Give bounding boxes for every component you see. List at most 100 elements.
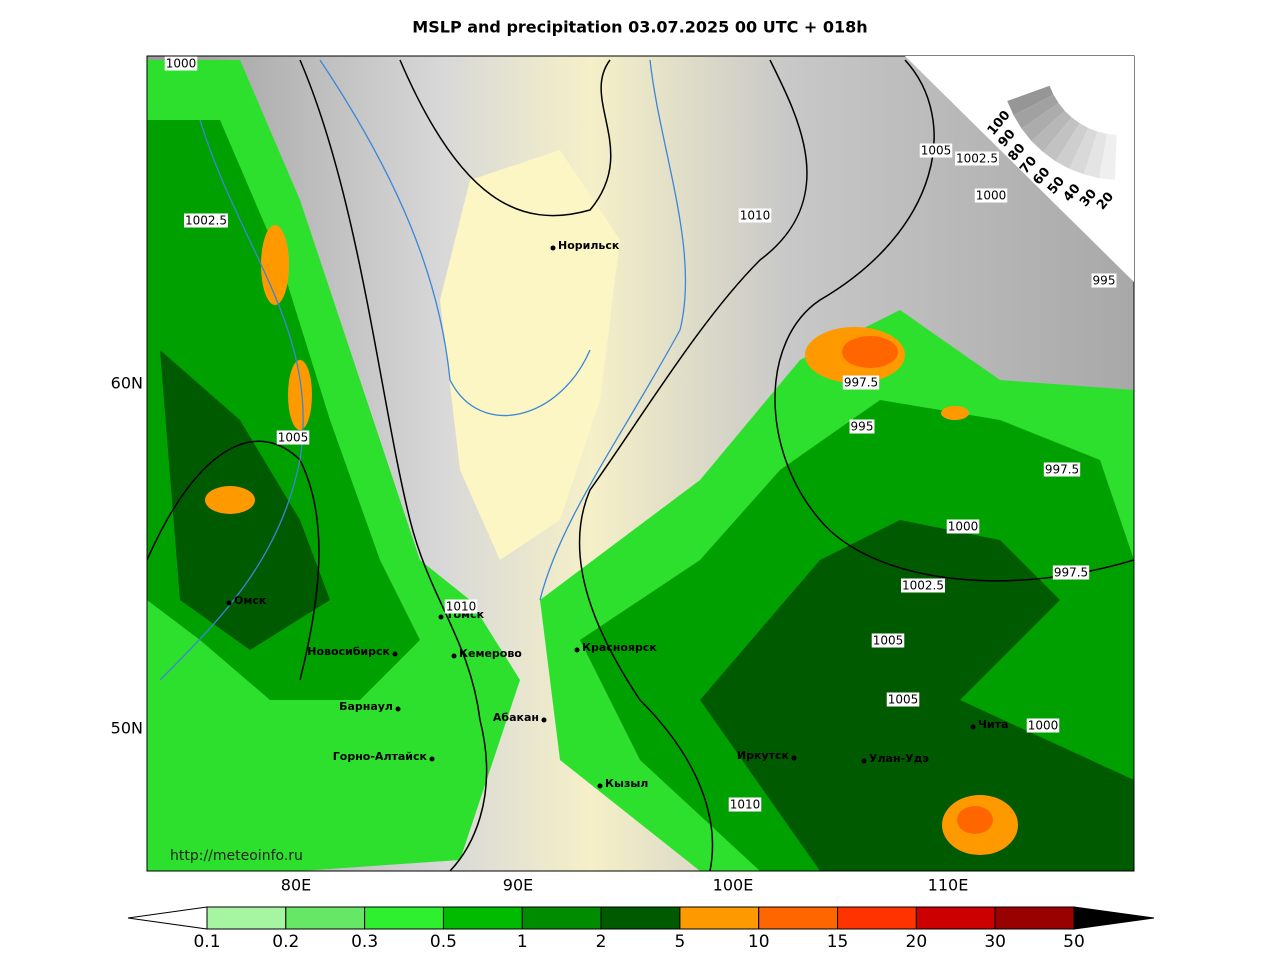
map-field	[147, 56, 1134, 871]
isobar-label: 1005	[278, 431, 309, 445]
isobar-label: 997.5	[1054, 566, 1088, 580]
city-dot	[429, 756, 435, 762]
colorbar-box	[994, 906, 1075, 930]
isobar-label-bg	[164, 56, 198, 71]
colorbar-box	[679, 906, 760, 930]
city-label: Кызыл	[605, 777, 648, 790]
city-label: Омск	[234, 594, 267, 607]
colorbar-label: 1	[517, 932, 528, 952]
isobar-label-bg	[738, 208, 772, 223]
city-label: Горно-Алтайск	[333, 750, 428, 763]
isobar-label-bg	[849, 419, 875, 434]
lon-label: 80E	[281, 876, 311, 895]
isobar-label-bg	[1091, 273, 1117, 288]
cloud-segment	[1055, 123, 1089, 169]
colorbar-label: 50	[1063, 932, 1085, 952]
colorbar-label: 5	[674, 932, 685, 952]
colorbar-label: 15	[827, 932, 849, 952]
city-dot	[791, 755, 797, 761]
cloud-segment	[1069, 128, 1098, 175]
isobar-label: 1000	[166, 57, 197, 71]
colorbar-box	[206, 906, 287, 930]
colorbar-box	[837, 906, 917, 930]
isobar-label: 997.5	[844, 376, 878, 390]
colorbar-high	[1073, 906, 1155, 930]
colorbar-label: 0.2	[272, 932, 299, 952]
city-label: Чита	[978, 718, 1008, 731]
city-label: Улан-Удэ	[869, 752, 929, 765]
city-dot	[574, 647, 580, 653]
city-dot	[392, 651, 398, 657]
city-label: Норильск	[558, 239, 620, 252]
isobar-label: 1002.5	[185, 214, 227, 228]
isobar-label-bg	[842, 375, 880, 390]
city-dot	[861, 758, 867, 764]
lat-label: 50N	[111, 719, 143, 738]
isobar-label: 1000	[1028, 719, 1059, 733]
isobar-label-bg	[919, 143, 953, 158]
isobar-label-bg	[444, 599, 478, 614]
city-label: Барнаул	[339, 700, 393, 713]
cloud-legend-bg	[905, 56, 1134, 282]
isobar-label: 1000	[948, 520, 979, 534]
isobar-label: 995	[851, 420, 874, 434]
isobar-label-bg	[1043, 462, 1081, 477]
lon-label: 110E	[928, 876, 969, 895]
credit: http://meteoinfo.ru	[170, 848, 303, 864]
cloud-segment	[1042, 117, 1080, 162]
city-dot	[550, 245, 556, 251]
isobar-label-bg	[901, 578, 945, 593]
isobar-label: 997.5	[1045, 463, 1079, 477]
isobar-label-bg	[1026, 718, 1060, 733]
colorbar-label: 20	[906, 932, 928, 952]
colorbar-box	[915, 906, 996, 930]
isobar-label-bg	[728, 797, 762, 812]
lat-label: 60N	[111, 374, 143, 393]
city-dot	[395, 706, 401, 712]
isobar-label-bg	[871, 633, 905, 648]
isobar-label-bg	[955, 151, 999, 166]
isobar-label: 1010	[740, 209, 771, 223]
colorbar-box	[364, 906, 444, 930]
isobar-label: 1005	[921, 144, 952, 158]
colorbar-box	[758, 906, 839, 930]
colorbar-label: 2	[596, 932, 607, 952]
map-title: MSLP and precipitation 03.07.2025 00 UTC…	[412, 18, 867, 37]
city-dot	[438, 614, 444, 620]
city-label: Красноярск	[582, 641, 657, 654]
isobar-label-bg	[276, 430, 310, 445]
cloud-segment	[1031, 110, 1072, 152]
cloud-segment	[1099, 133, 1117, 180]
isobar-label: 1010	[446, 600, 477, 614]
city-dot	[970, 724, 976, 730]
isobar-label-bg	[886, 692, 920, 707]
map-frame	[146, 55, 1135, 872]
colorbar-label: 30	[984, 932, 1006, 952]
cloud-segment	[1083, 131, 1107, 179]
isobar-label: 1002.5	[956, 152, 998, 166]
colorbar-label: 10	[748, 932, 770, 952]
cloud-segment	[1007, 85, 1054, 116]
city-dot	[541, 717, 547, 723]
lon-label: 90E	[503, 876, 533, 895]
city-label: Абакан	[493, 711, 539, 724]
colorbar-box	[285, 906, 366, 930]
cloud-segment	[1021, 103, 1065, 142]
isobar-label: 1010	[730, 798, 761, 812]
isobar-label: 995	[1093, 274, 1116, 288]
isobar-label: 1005	[873, 634, 904, 648]
isobar-label-bg	[974, 188, 1008, 203]
city-label: Иркутск	[737, 749, 790, 762]
isobar-label-bg	[184, 213, 228, 228]
colorbar-box	[600, 906, 681, 930]
isobar-label: 1002.5	[902, 579, 944, 593]
cloud-segment	[1013, 94, 1059, 129]
colorbar-low	[127, 906, 208, 930]
city-dot	[451, 653, 457, 659]
isobar-label-bg	[1052, 565, 1090, 580]
city-label: Новосибирск	[307, 645, 390, 658]
colorbar-box	[521, 906, 602, 930]
city-dot	[226, 600, 232, 606]
